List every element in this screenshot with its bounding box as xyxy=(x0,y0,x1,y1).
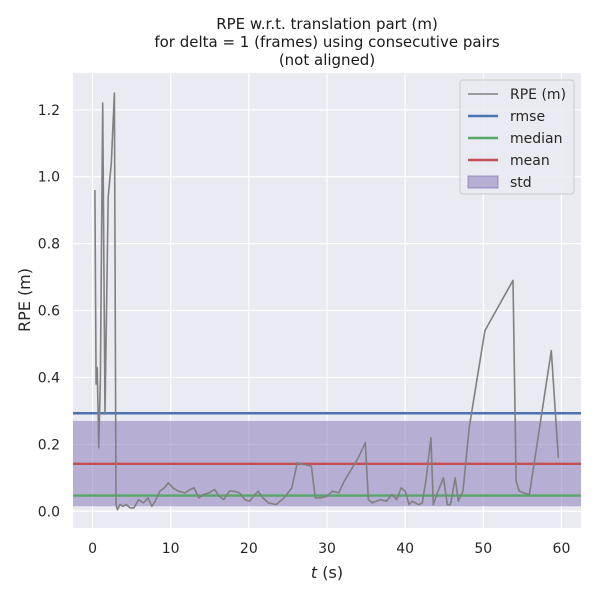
legend-label: rmse xyxy=(510,109,545,125)
title-line-3: (not aligned) xyxy=(279,51,375,69)
legend-label: mean xyxy=(510,153,550,169)
x-axis-label-unit: (s) xyxy=(317,563,343,582)
legend: RPE (m) rmse median mean std xyxy=(459,79,575,195)
x-tick-label: 20 xyxy=(240,541,258,557)
legend-label: RPE (m) xyxy=(510,87,566,103)
y-tick-label: 1.2 xyxy=(38,103,60,119)
legend-label: std xyxy=(510,175,532,191)
legend-box xyxy=(459,79,575,195)
x-tick-labels: 0 10 20 30 40 50 60 xyxy=(88,541,570,557)
x-axis-label-var: t xyxy=(311,563,318,582)
y-tick-label: 0.0 xyxy=(38,504,60,520)
y-tick-label: 0.2 xyxy=(38,437,60,453)
y-tick-label: 0.6 xyxy=(38,304,60,320)
series-layer xyxy=(94,92,560,511)
x-tick-label: 10 xyxy=(162,541,180,557)
chart-title: RPE w.r.t. translation part (m) for delt… xyxy=(154,15,500,69)
x-tick-label: 0 xyxy=(88,541,97,557)
y-tick-label: 0.8 xyxy=(38,237,60,253)
y-tick-label: 0.4 xyxy=(38,370,60,386)
y-tick-label: 1.0 xyxy=(38,170,60,186)
title-line-1: RPE w.r.t. translation part (m) xyxy=(216,15,438,33)
title-line-2: for delta = 1 (frames) using consecutive… xyxy=(154,33,500,51)
y-tick-labels: 0.0 0.2 0.4 0.6 0.8 1.0 1.2 xyxy=(38,103,60,520)
legend-swatch xyxy=(467,175,499,189)
x-tick-label: 50 xyxy=(474,541,492,557)
x-tick-label: 40 xyxy=(396,541,414,557)
rpe-series-line xyxy=(94,92,560,511)
legend-label: median xyxy=(510,131,562,147)
y-axis-label: RPE (m) xyxy=(15,268,34,332)
x-tick-label: 30 xyxy=(318,541,336,557)
x-axis-label: t (s) xyxy=(311,563,343,582)
x-tick-label: 60 xyxy=(553,541,571,557)
